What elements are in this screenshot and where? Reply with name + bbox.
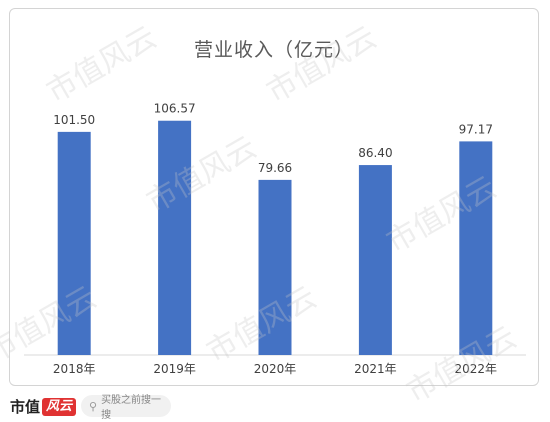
footer-bar: 市值 风云 ⚲ 买股之前搜一搜 [0, 390, 550, 422]
data-label: 79.66 [258, 161, 292, 175]
x-tick-label: 2019年 [153, 362, 196, 376]
bar-2021年[interactable] [358, 165, 392, 355]
x-tick-label: 2022年 [455, 362, 498, 376]
data-label: 86.40 [358, 146, 392, 160]
search-box[interactable]: ⚲ 买股之前搜一搜 [81, 395, 171, 421]
bar-chart: 101.50 2018年 106.57 2019年 79.66 2020年 86.40 202… [24, 102, 526, 376]
x-tick-label: 2021年 [354, 362, 397, 376]
brand-mark: 风云 [42, 397, 77, 416]
brand-logo[interactable]: 市值 风云 [10, 396, 77, 417]
x-tick-label: 2020年 [254, 362, 297, 376]
bar-2020年[interactable] [258, 179, 292, 355]
data-label: 101.50 [53, 113, 95, 127]
bar-2018年[interactable] [57, 131, 91, 355]
bar-2019年[interactable] [158, 120, 192, 356]
data-label: 106.57 [154, 102, 196, 116]
chart-title: 营业收入（亿元） [193, 39, 354, 61]
bar-2022年[interactable] [459, 141, 493, 355]
brand-text: 市值 [10, 398, 41, 416]
search-icon: ⚲ [89, 399, 98, 413]
x-tick-label: 2018年 [53, 362, 96, 376]
search-placeholder: 买股之前搜一搜 [101, 395, 162, 421]
data-label: 97.17 [459, 122, 493, 136]
